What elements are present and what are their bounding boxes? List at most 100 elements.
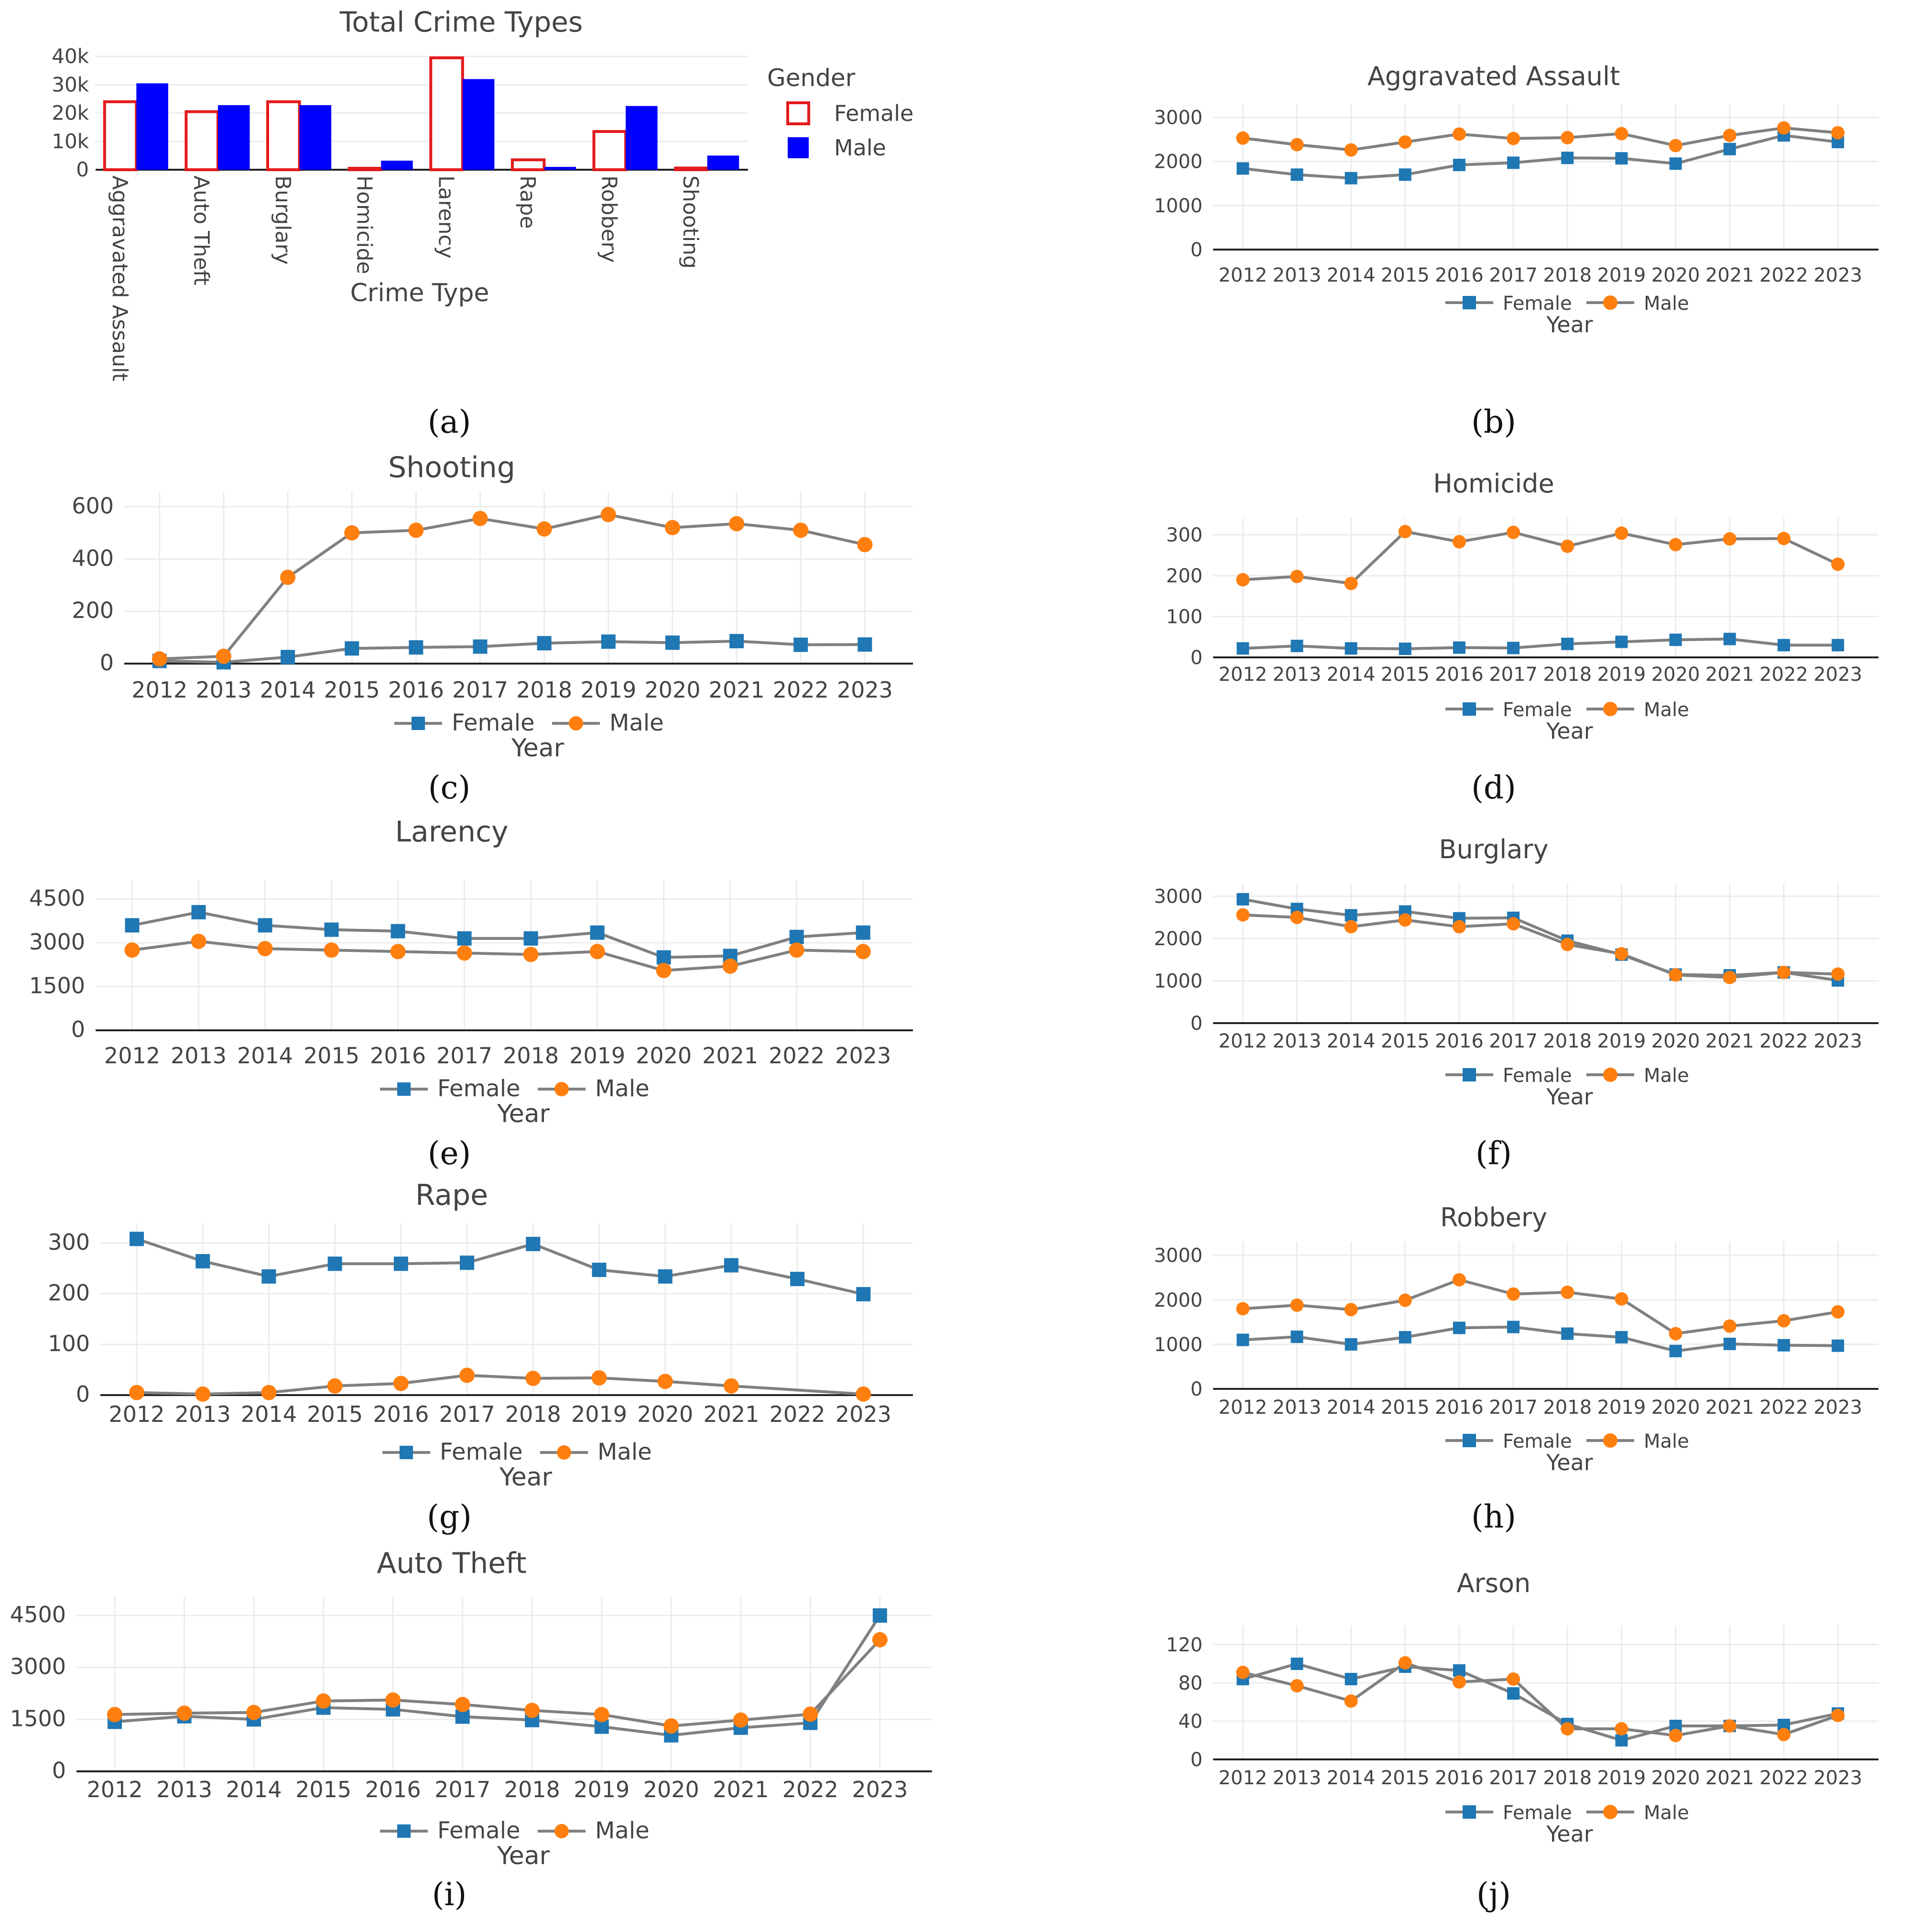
point-male-2019 (1615, 526, 1628, 540)
point-male-2015 (344, 525, 360, 541)
x-tick-label: 2022 (1759, 664, 1808, 686)
point-female-2014 (1345, 1338, 1357, 1351)
point-female-2015 (1399, 1331, 1411, 1343)
point-male-2022 (1777, 121, 1791, 135)
y-tick-label: 200 (72, 598, 114, 623)
x-tick-label: 2015 (1381, 1397, 1430, 1419)
point-male-2014 (246, 1704, 262, 1720)
legend-label-female: Female (437, 1075, 521, 1102)
legend-label-female: Female (1503, 293, 1572, 315)
point-male-2019 (589, 944, 605, 960)
point-female-2016 (1453, 641, 1465, 654)
bar-female-5 (510, 158, 546, 172)
point-female-2013 (1291, 640, 1303, 653)
y-tick-label: 0 (1191, 1749, 1203, 1771)
bar-male-7 (707, 155, 739, 170)
point-male-2013 (1290, 910, 1304, 924)
panel-label-i: (i) (432, 1876, 467, 1913)
point-female-2017 (473, 639, 488, 654)
x-tick-label: 2015 (1381, 1767, 1430, 1789)
point-male-2014 (1344, 143, 1358, 157)
x-tick-label: 2019 (569, 1043, 625, 1069)
point-male-2018 (1561, 539, 1574, 553)
point-male-2020 (657, 1374, 673, 1389)
point-female-2020 (1669, 1344, 1682, 1357)
x-tick-label: 2020 (644, 677, 700, 703)
x-tick-label: 2022 (1759, 1030, 1808, 1052)
y-tick-label: 40k (52, 44, 89, 68)
x-tick-label: 2019 (580, 677, 636, 703)
point-male-2021 (1723, 1319, 1736, 1333)
point-male-2018 (1561, 938, 1574, 951)
y-tick-label: 100 (48, 1331, 90, 1356)
point-male-2017 (1507, 1287, 1520, 1301)
series-line-female (159, 639, 865, 664)
point-female-2023 (1832, 1339, 1845, 1352)
point-male-2020 (663, 1718, 679, 1734)
point-male-2012 (152, 651, 167, 667)
point-male-2019 (591, 1370, 607, 1386)
point-male-2013 (195, 1386, 211, 1402)
x-tick-label: 2018 (1543, 1397, 1592, 1419)
x-tick-label: 2013 (1273, 1030, 1322, 1052)
point-male-2013 (1290, 1298, 1304, 1312)
y-tick-label: 4500 (10, 1602, 66, 1627)
x-tick-label: 2020 (636, 1043, 692, 1069)
y-tick-label: 3000 (1154, 886, 1203, 908)
point-male-2021 (729, 516, 745, 532)
x-tick-label: 2021 (702, 1043, 758, 1069)
bar-male-0 (136, 83, 168, 170)
point-male-2016 (1452, 127, 1466, 141)
point-female-2017 (1507, 1687, 1520, 1700)
chart-title: Larency (395, 815, 509, 849)
x-axis-title: Year (499, 1463, 553, 1492)
point-female-2018 (537, 636, 552, 651)
point-male-2015 (1398, 524, 1412, 538)
point-female-2021 (1723, 142, 1736, 155)
point-female-2021 (724, 1258, 738, 1273)
point-male-2015 (1398, 1293, 1412, 1307)
legend-marker-male (569, 716, 583, 731)
x-tick-label: 2017 (434, 1777, 490, 1802)
x-tick-label: 2023 (1813, 664, 1862, 686)
bar-male-6 (626, 106, 658, 170)
chart-a: Total Crime Types 0 10k 20k 30k 40k Aggravated… (52, 6, 913, 382)
x-tick-label: 2021 (713, 1777, 769, 1802)
legend-marker-female (1463, 702, 1476, 716)
point-female-2018 (1561, 152, 1574, 164)
point-female-2012 (1237, 162, 1249, 175)
x-tick-label: 2019 (1597, 1030, 1646, 1052)
x-tick-label: 2012 (1218, 1397, 1267, 1419)
series-line-male (1242, 126, 1838, 152)
panel-label-e: (e) (428, 1135, 471, 1172)
point-male-2014 (1344, 920, 1358, 934)
point-male-2012 (129, 1385, 145, 1400)
point-female-2022 (789, 929, 804, 944)
x-tick-label: 2019 (1597, 664, 1646, 686)
legend-swatch-male (788, 137, 809, 158)
point-female-2022 (790, 1272, 805, 1287)
x-tick-label: 2018 (1543, 664, 1592, 686)
point-female-2012 (1237, 1333, 1249, 1346)
x-tick-label: 2012 (1218, 1030, 1267, 1052)
x-tick-label: 2020 (1651, 1767, 1700, 1789)
point-male-2017 (1507, 131, 1520, 145)
legend-marker-male (554, 1082, 569, 1096)
y-tick-label: 40 (1178, 1711, 1203, 1733)
point-male-2021 (1723, 1719, 1736, 1733)
x-tick-label: 2013 (1273, 1397, 1322, 1419)
x-tick-label: 2023 (1813, 1030, 1862, 1052)
point-male-2016 (1452, 535, 1466, 549)
point-male-2015 (324, 942, 339, 958)
y-tick-label: 120 (1166, 1634, 1203, 1656)
x-tick-label: 2021 (1705, 1767, 1754, 1789)
point-male-2020 (1669, 968, 1682, 982)
bar-male-2 (299, 105, 332, 170)
x-tick-label: 2017 (1489, 1030, 1538, 1052)
point-female-2017 (457, 931, 472, 946)
series-line-male (1242, 1661, 1839, 1737)
y-tick-label: 0 (71, 1016, 85, 1042)
x-tick-label: 2018 (516, 677, 572, 703)
x-tick-label: 2014 (237, 1043, 293, 1069)
